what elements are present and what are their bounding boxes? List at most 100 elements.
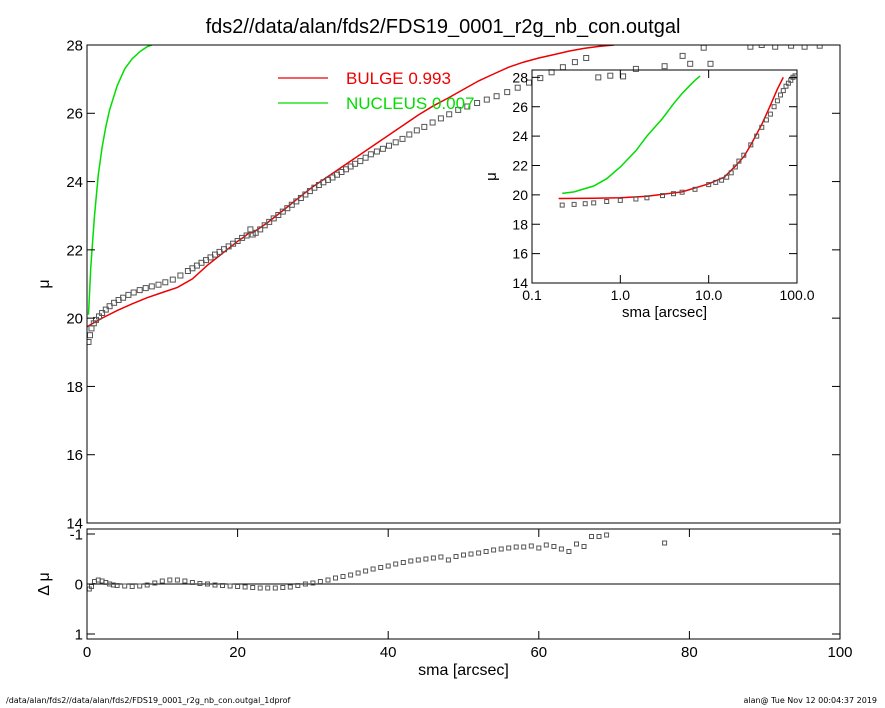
y-axis-label: Δ μ [36,572,53,595]
data-point [513,544,519,550]
data-point [130,289,137,296]
data-point [574,541,579,547]
data-point [266,218,273,225]
data-point [261,222,268,229]
footer-timestamp: alan@ Tue Nov 12 00:04:37 2019 [743,696,877,705]
data-point [707,60,714,67]
data-point [205,581,210,587]
bulge-line [87,45,615,328]
data-point [736,158,742,164]
legend: BULGE 0.993 NUCLEUS 0.007 [278,69,475,113]
data-point [620,73,627,80]
data-point [483,549,489,554]
data-point [521,544,527,550]
y-tick-label: 24 [512,128,528,144]
data-point [483,96,490,103]
data-point [644,195,650,201]
data-point [363,568,369,574]
x-tick-label: 0 [83,644,91,661]
data-point [162,279,169,286]
data-point [732,164,738,170]
data-point [275,212,282,218]
data-point [348,572,354,578]
data-point [430,555,436,561]
data-point [413,127,420,134]
data-point [325,577,331,583]
x-tick-label: 1.0 [611,287,631,303]
data-point [182,578,188,584]
data-point [152,580,158,586]
data-point [724,174,730,180]
data-point [169,276,176,283]
x-tick-label: 0.1 [522,287,542,303]
data-point [772,45,779,50]
data-point [295,583,301,588]
data-point [122,583,128,589]
data-point [713,179,719,185]
data-point [340,574,346,579]
data-point [257,226,264,233]
axes-frame [531,69,798,284]
data-point [250,585,256,590]
data-point [679,52,686,59]
data-point [767,111,773,117]
data-point [537,75,544,82]
data-point [504,89,511,96]
y-tick-label: 20 [512,187,528,203]
data-point [189,580,195,585]
data-point [99,310,106,316]
data-point [167,577,173,583]
data-point [476,550,482,556]
data-point [220,583,225,588]
y-tick-label: 28 [512,69,528,85]
data-point [491,547,497,553]
y-tick-label: 22 [66,242,83,259]
data-point [406,131,413,138]
data-point [754,133,760,139]
data-point [633,196,639,202]
data-point [247,226,254,233]
plot-marks [87,532,668,592]
data-point [174,577,180,583]
data-point [408,558,414,564]
nucleus-line [562,75,701,195]
y-tick-label: 18 [66,379,83,396]
data-point [386,142,392,149]
data-point [687,60,694,67]
data-point [559,64,566,71]
chart-title: fds2//data/alan/fds2/FDS19_0001_r2g_nb_c… [206,16,681,38]
y-tick-label: 16 [512,246,528,262]
data-point [559,202,565,208]
data-point [302,581,308,587]
data-point [252,229,259,236]
data-point [551,544,557,549]
data-point [378,565,384,570]
data-point [583,55,590,61]
data-point [748,142,754,148]
data-point [400,560,406,565]
data-point [700,45,707,51]
data-point [399,135,406,142]
data-point [778,92,783,98]
data-point [607,72,614,79]
data-point [284,205,291,212]
data-point [144,582,150,588]
data-point [106,303,113,310]
data-point [155,281,162,288]
data-point [780,88,786,94]
data-point [129,584,135,589]
data-point [774,98,780,104]
axes-frame [86,44,841,524]
x-tick-label: 40 [380,644,397,661]
data-point [632,65,639,72]
data-point [543,542,549,548]
data-point [148,283,155,290]
data-point [679,189,685,195]
data-point [671,191,676,197]
data-point [96,313,102,320]
data-point [604,199,610,204]
data-point [242,584,248,590]
plot-marks [558,73,797,208]
